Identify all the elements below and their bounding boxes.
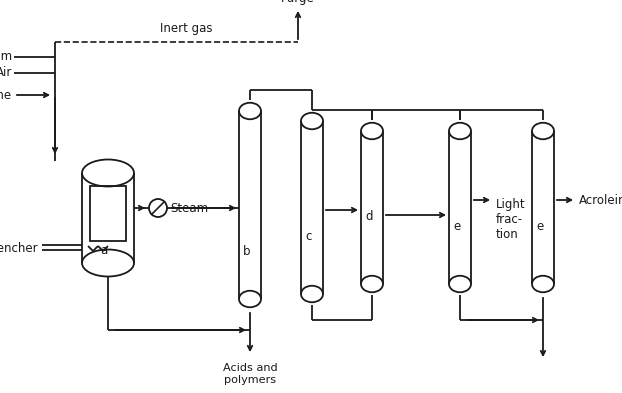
- Text: c: c: [306, 230, 312, 243]
- Text: Steam: Steam: [170, 202, 208, 215]
- Text: Inert gas: Inert gas: [160, 22, 213, 35]
- Text: b: b: [243, 245, 251, 258]
- Text: e: e: [453, 220, 461, 233]
- Text: Light
frac-
tion: Light frac- tion: [496, 198, 526, 241]
- Text: Air: Air: [0, 66, 12, 79]
- Text: d: d: [365, 210, 373, 223]
- Text: Acrolein: Acrolein: [579, 193, 622, 206]
- Text: e: e: [536, 220, 544, 233]
- Text: Quencher: Quencher: [0, 242, 38, 255]
- Text: Propene: Propene: [0, 88, 12, 101]
- Text: Acids and
polymers: Acids and polymers: [223, 363, 277, 385]
- Text: Purge: Purge: [281, 0, 315, 5]
- Text: a: a: [100, 244, 108, 257]
- Text: Steam: Steam: [0, 50, 12, 64]
